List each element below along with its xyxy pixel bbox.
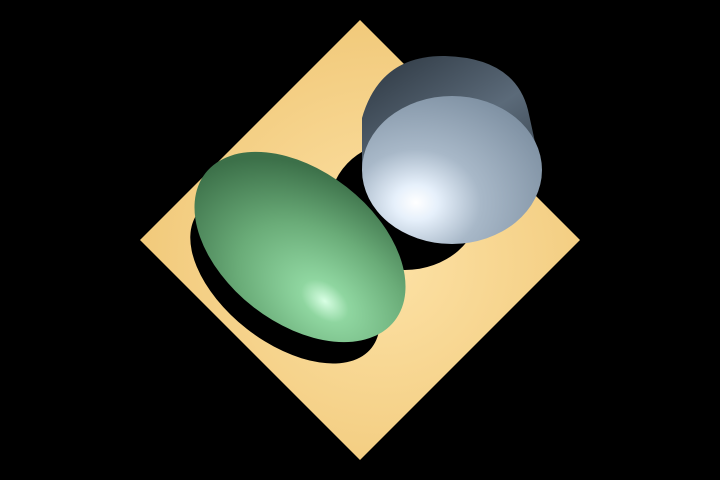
cylinder-face: [362, 96, 542, 244]
green-ellipsoid: [194, 151, 406, 343]
